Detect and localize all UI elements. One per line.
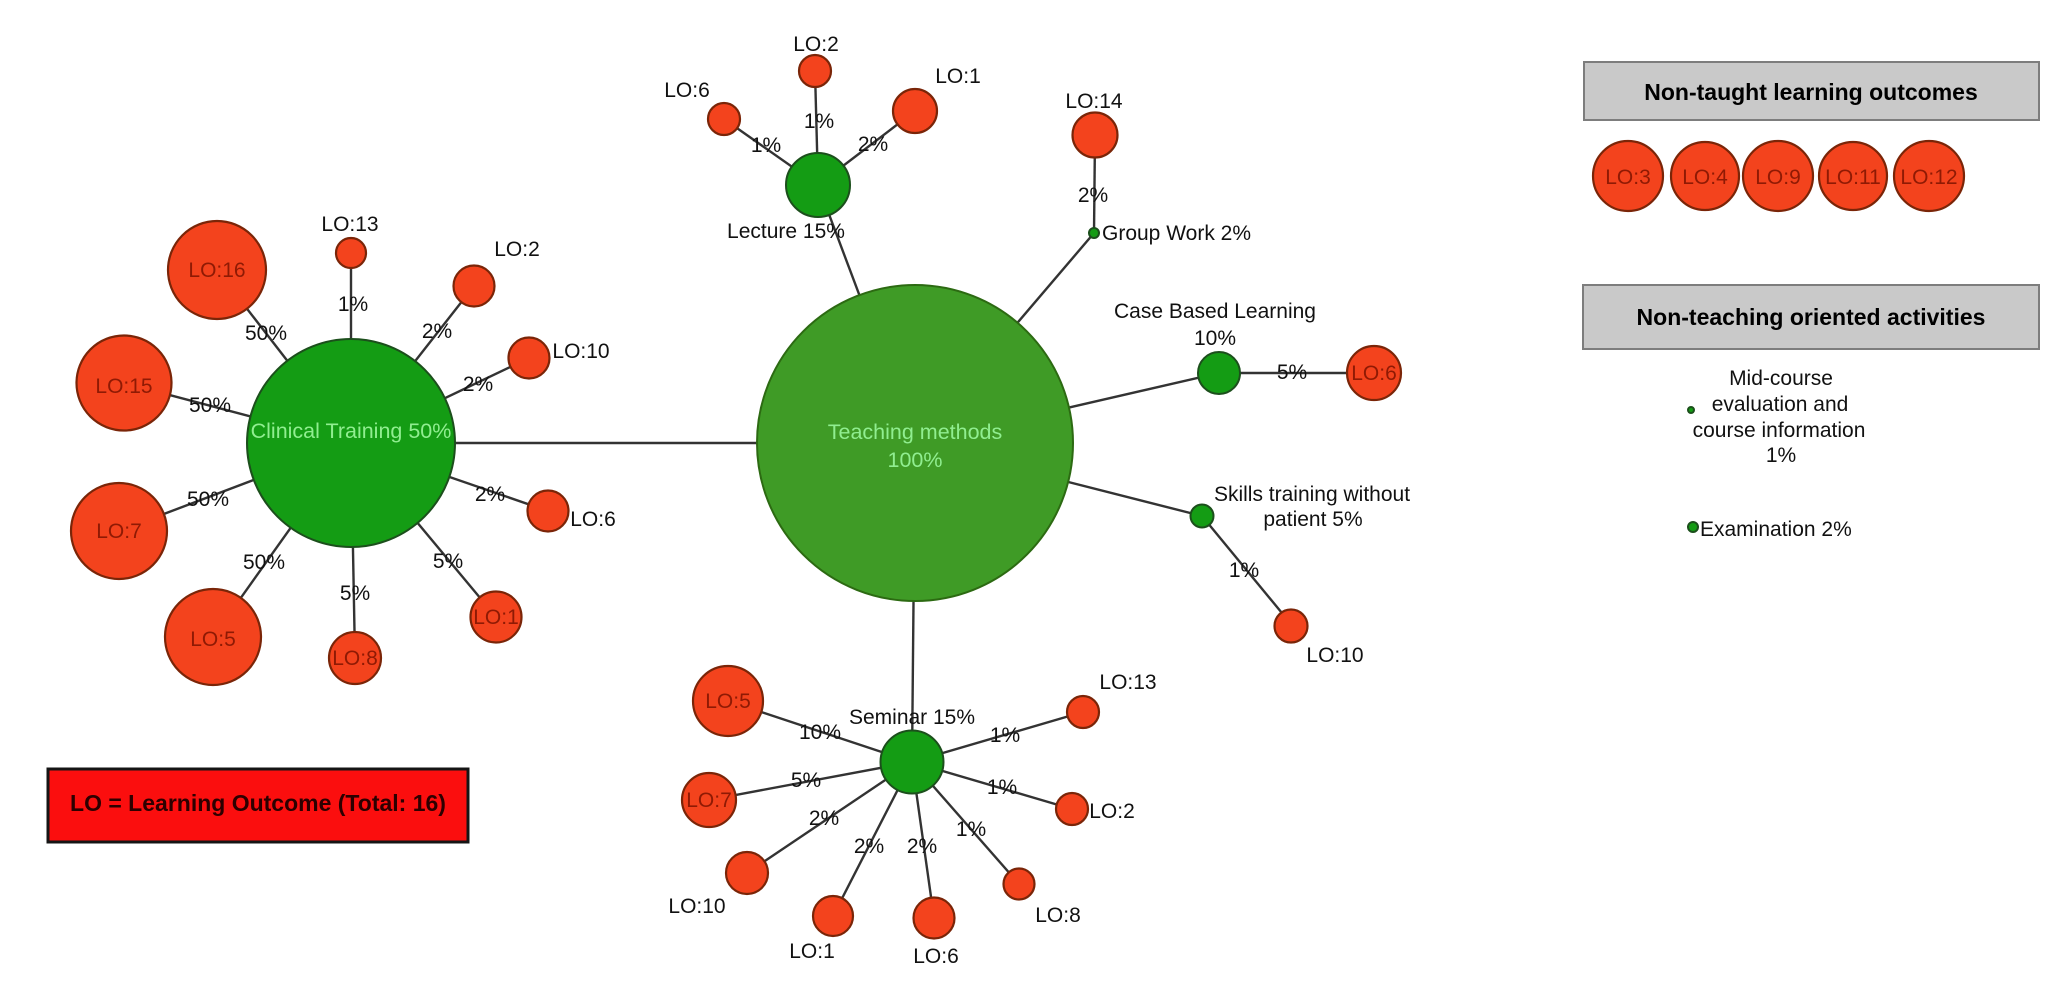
svg-text:Clinical Training 50%: Clinical Training 50% — [251, 419, 452, 443]
svg-text:LO:3: LO:3 — [1605, 166, 1651, 189]
svg-text:LO:11: LO:11 — [1825, 166, 1881, 189]
svg-text:LO:1: LO:1 — [935, 65, 981, 88]
svg-text:LO = Learning Outcome (Total:: LO = Learning Outcome (Total: 16) — [70, 790, 446, 816]
svg-text:Examination 2%: Examination 2% — [1700, 518, 1852, 541]
svg-text:LO:1: LO:1 — [473, 606, 519, 629]
svg-text:Non-taught learning outcomes: Non-taught learning outcomes — [1644, 79, 1978, 105]
svg-text:2%: 2% — [1078, 184, 1108, 207]
svg-text:LO:7: LO:7 — [96, 520, 142, 543]
svg-text:5%: 5% — [340, 582, 370, 605]
svg-text:course information: course information — [1693, 419, 1866, 442]
svg-text:2%: 2% — [422, 320, 452, 343]
svg-text:2%: 2% — [854, 835, 884, 858]
svg-text:LO:8: LO:8 — [1035, 904, 1081, 927]
svg-text:LO:10: LO:10 — [668, 895, 725, 918]
svg-text:1%: 1% — [751, 134, 781, 157]
svg-text:50%: 50% — [187, 488, 229, 511]
svg-text:100%: 100% — [888, 448, 943, 472]
svg-text:50%: 50% — [243, 551, 285, 574]
svg-text:Skills training without: Skills training without — [1214, 483, 1410, 506]
svg-text:LO:6: LO:6 — [1351, 362, 1397, 385]
svg-text:1%: 1% — [956, 818, 986, 841]
svg-text:LO:14: LO:14 — [1065, 90, 1123, 113]
svg-text:LO:5: LO:5 — [190, 628, 236, 651]
svg-text:patient 5%: patient 5% — [1263, 508, 1362, 531]
svg-text:Teaching methods: Teaching methods — [828, 420, 1003, 444]
svg-text:1%: 1% — [804, 110, 834, 133]
svg-text:LO:4: LO:4 — [1682, 166, 1728, 189]
svg-text:1%: 1% — [338, 293, 368, 316]
svg-text:5%: 5% — [791, 769, 821, 792]
svg-text:2%: 2% — [907, 835, 937, 858]
svg-text:LO:1: LO:1 — [789, 940, 835, 963]
svg-text:LO:6: LO:6 — [913, 945, 959, 968]
svg-text:LO:2: LO:2 — [1089, 800, 1135, 823]
svg-text:Group Work 2%: Group Work 2% — [1102, 222, 1251, 245]
svg-text:5%: 5% — [433, 550, 463, 573]
svg-text:LO:10: LO:10 — [1306, 644, 1363, 667]
svg-text:10%: 10% — [799, 721, 841, 744]
svg-text:LO:13: LO:13 — [321, 213, 378, 236]
svg-text:evaluation and: evaluation and — [1712, 393, 1849, 416]
svg-text:LO:2: LO:2 — [494, 238, 540, 261]
svg-text:2%: 2% — [858, 133, 888, 156]
svg-text:1%: 1% — [1229, 559, 1259, 582]
svg-text:Seminar 15%: Seminar 15% — [849, 706, 975, 729]
svg-text:LO:13: LO:13 — [1099, 671, 1156, 694]
svg-text:LO:12: LO:12 — [1900, 166, 1957, 189]
svg-text:Lecture 15%: Lecture 15% — [727, 220, 845, 243]
svg-text:Mid-course: Mid-course — [1729, 367, 1833, 390]
svg-text:50%: 50% — [245, 322, 287, 345]
svg-text:Case Based Learning: Case Based Learning — [1114, 300, 1316, 323]
svg-text:LO:6: LO:6 — [664, 79, 710, 102]
svg-text:Non-teaching oriented activiti: Non-teaching oriented activities — [1637, 304, 1986, 330]
svg-text:2%: 2% — [809, 807, 839, 830]
svg-text:2%: 2% — [475, 483, 505, 506]
svg-text:LO:2: LO:2 — [793, 33, 839, 56]
svg-text:10%: 10% — [1194, 327, 1236, 350]
svg-text:50%: 50% — [189, 394, 231, 417]
svg-text:LO:5: LO:5 — [705, 690, 751, 713]
svg-text:LO:8: LO:8 — [332, 647, 378, 670]
svg-text:5%: 5% — [1277, 361, 1307, 384]
svg-text:LO:15: LO:15 — [95, 375, 152, 398]
svg-text:1%: 1% — [1766, 444, 1796, 467]
svg-text:LO:10: LO:10 — [552, 340, 609, 363]
svg-text:1%: 1% — [987, 776, 1017, 799]
svg-text:LO:9: LO:9 — [1755, 166, 1801, 189]
svg-text:1%: 1% — [990, 724, 1020, 747]
svg-text:LO:7: LO:7 — [686, 789, 732, 812]
svg-text:2%: 2% — [463, 373, 493, 396]
svg-text:LO:6: LO:6 — [570, 508, 616, 531]
svg-text:LO:16: LO:16 — [188, 259, 245, 282]
